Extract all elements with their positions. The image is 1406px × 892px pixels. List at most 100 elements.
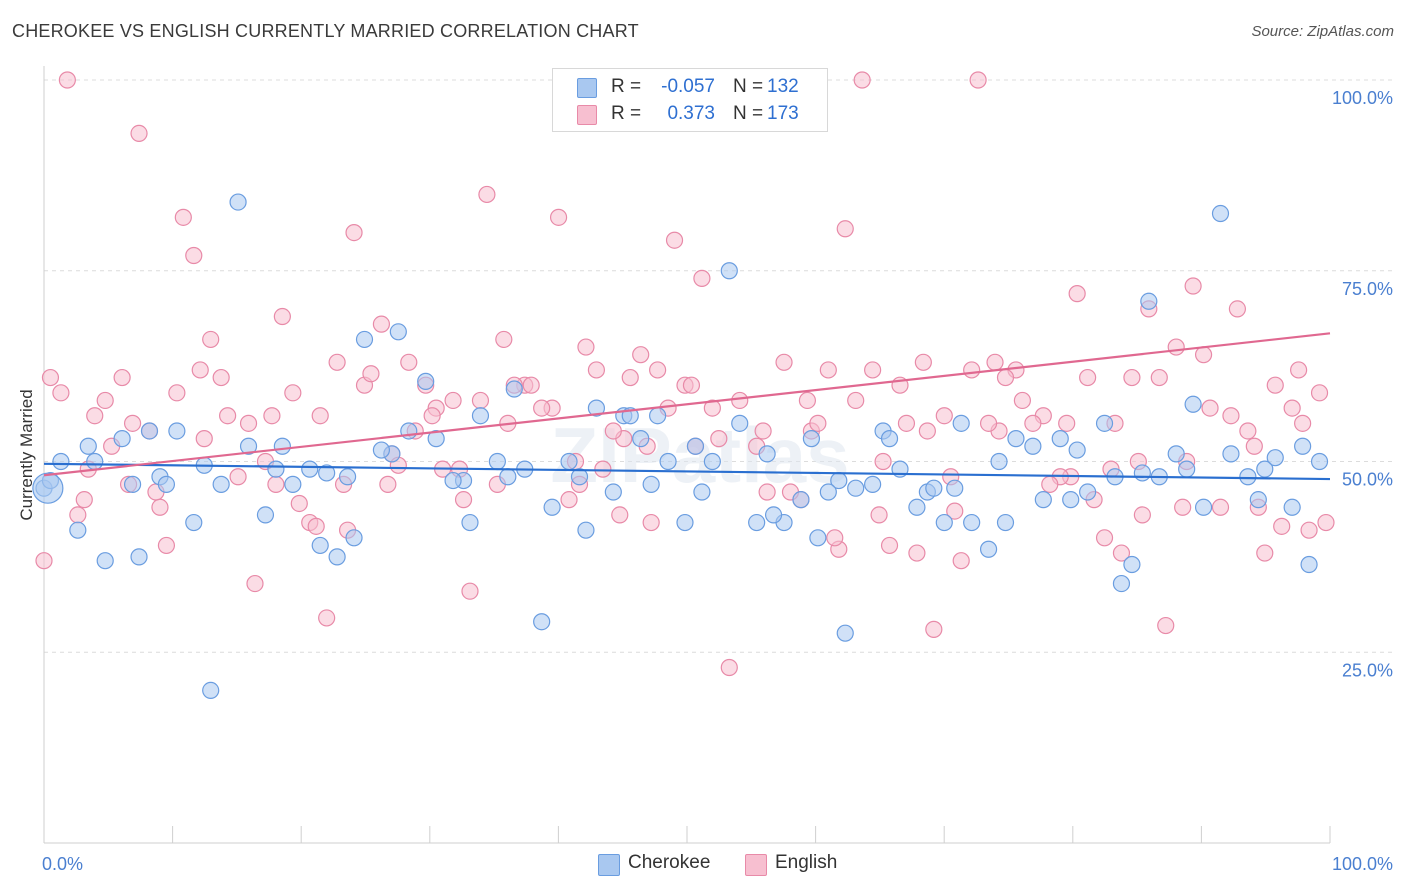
cherokee-point	[123, 475, 142, 493]
english-point	[185, 246, 203, 265]
english-point	[632, 346, 650, 364]
chart-source: Source: ZipAtlas.com	[1251, 23, 1394, 40]
english-point	[461, 582, 479, 600]
cherokee-point	[1310, 452, 1329, 471]
english-point	[935, 407, 953, 425]
english-point	[946, 502, 964, 520]
english-point	[168, 384, 186, 402]
cherokee-point	[792, 491, 810, 509]
english-point	[1058, 414, 1076, 432]
cherokee-point	[1062, 491, 1080, 509]
gridlines	[44, 79, 1395, 653]
cherokee-point	[836, 624, 854, 642]
cherokee-point	[996, 513, 1015, 532]
english-point	[693, 269, 711, 287]
english-point	[560, 491, 578, 509]
english-point	[1013, 391, 1032, 410]
english-point	[246, 574, 264, 593]
english-point	[263, 407, 281, 425]
english-point	[1112, 544, 1131, 562]
cherokee-point	[1239, 468, 1257, 486]
cherokee-point	[880, 430, 899, 448]
bottom-legend-swatch-english	[745, 854, 767, 876]
legend-swatch-english	[577, 105, 597, 125]
english-point	[372, 315, 391, 333]
english-point	[1157, 616, 1175, 635]
cherokee-point	[1194, 498, 1213, 516]
cherokee-point	[570, 468, 589, 486]
english-point	[720, 658, 738, 677]
cherokee-point	[764, 506, 783, 524]
cherokee-point	[488, 452, 506, 471]
english-point	[826, 529, 844, 547]
cherokee-point	[1068, 441, 1086, 459]
english-point	[874, 452, 892, 471]
cherokee-point	[676, 513, 694, 532]
cherokee-point	[273, 437, 291, 455]
english-point	[273, 307, 291, 326]
english-point	[996, 368, 1015, 387]
cherokee-point	[239, 437, 258, 455]
cherokee-point	[935, 513, 953, 532]
cherokee-point	[427, 430, 445, 448]
english-point	[1133, 506, 1151, 524]
english-point	[495, 330, 513, 349]
cherokee-point	[642, 475, 660, 493]
english-point	[758, 483, 776, 501]
english-point	[400, 353, 418, 371]
cherokee-point	[1294, 437, 1312, 455]
english-point	[41, 368, 60, 387]
cherokee-point	[1034, 491, 1052, 509]
cherokee-point	[202, 681, 220, 700]
english-point	[444, 391, 462, 410]
cherokee-point	[720, 262, 738, 280]
cherokee-point	[809, 529, 827, 547]
english-point	[1245, 437, 1263, 455]
cherokee-point	[1178, 460, 1196, 478]
english-point	[710, 430, 728, 448]
cherokee-points	[32, 193, 1329, 700]
english-point	[604, 422, 622, 440]
english-point	[151, 498, 169, 516]
english-point	[775, 353, 793, 371]
cherokee-point	[1133, 464, 1151, 482]
english-point	[870, 506, 888, 524]
cherokee-point	[543, 498, 561, 516]
english-point	[1222, 407, 1240, 425]
cherokee-point	[284, 475, 302, 493]
cherokee-point	[1211, 204, 1230, 223]
cherokee-point	[1095, 414, 1114, 432]
cherokee-point	[990, 452, 1008, 471]
english-point	[58, 71, 76, 89]
english-point	[649, 361, 667, 379]
english-point	[611, 506, 629, 524]
cherokee-point	[212, 475, 230, 493]
cherokee-point	[946, 479, 964, 497]
cherokee-point	[864, 475, 882, 493]
english-point	[1283, 399, 1301, 417]
english-point	[290, 494, 308, 513]
english-point	[587, 361, 606, 379]
legend-row-english: R = 0.373 N = 173	[553, 102, 799, 128]
cherokee-point	[86, 452, 104, 471]
legend-r-label: R =	[611, 76, 642, 97]
cherokee-point	[338, 468, 357, 486]
cherokee-point	[256, 506, 275, 524]
english-point	[113, 368, 131, 387]
english-point	[754, 422, 772, 440]
cherokee-point	[52, 452, 70, 471]
english-point	[908, 544, 926, 562]
english-point	[925, 620, 943, 638]
english-point	[86, 407, 104, 425]
cherokee-point	[952, 414, 970, 432]
cherokee-trend-line	[43, 462, 1331, 481]
cherokee-point	[819, 483, 837, 501]
cherokee-point	[632, 430, 650, 448]
y-tick-label: 50.0%	[1342, 470, 1393, 490]
cherokee-point	[389, 323, 407, 341]
cherokee-point	[587, 399, 606, 417]
trend-lines	[43, 332, 1331, 481]
cherokee-point	[444, 471, 462, 490]
english-point	[1273, 517, 1291, 535]
